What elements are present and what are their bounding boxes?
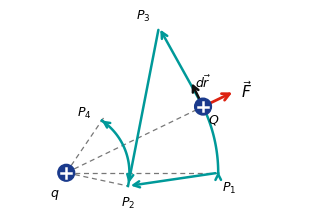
Text: $\vec{F}$: $\vec{F}$	[241, 80, 252, 101]
Text: $Q$: $Q$	[208, 113, 220, 127]
Circle shape	[195, 98, 211, 115]
Text: $q$: $q$	[50, 188, 60, 202]
Text: $P_2$: $P_2$	[121, 196, 135, 211]
Text: $P_4$: $P_4$	[77, 106, 91, 121]
Circle shape	[58, 164, 75, 181]
Text: $d\vec{r}$: $d\vec{r}$	[195, 75, 210, 91]
Text: $P_3$: $P_3$	[136, 9, 151, 24]
Text: $P_1$: $P_1$	[222, 181, 236, 196]
